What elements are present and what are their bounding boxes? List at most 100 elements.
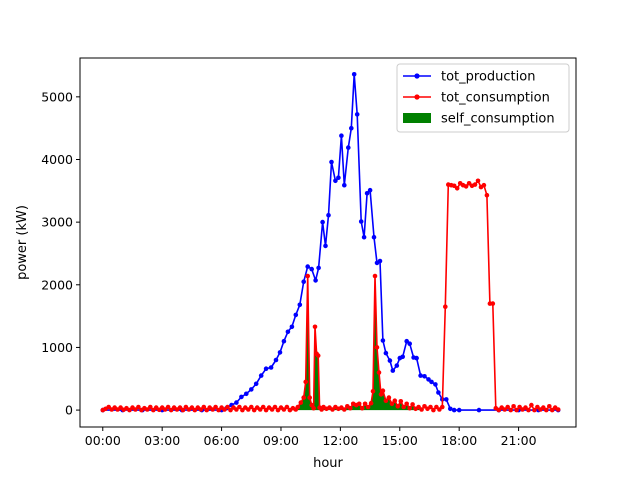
tot-consumption-point xyxy=(440,404,445,410)
tot-consumption-point xyxy=(180,407,186,413)
y-tick-label: 0 xyxy=(65,403,73,418)
tot-production-point xyxy=(349,125,354,131)
tot-production-point xyxy=(305,264,311,269)
tot-consumption-point xyxy=(376,370,382,375)
x-tick-label: 18:00 xyxy=(441,433,477,448)
tot-consumption-point xyxy=(368,400,374,406)
tot-production-point xyxy=(297,302,303,308)
legend-label-tot-production: tot_production xyxy=(441,70,535,85)
tot-consumption-point xyxy=(532,407,537,413)
tot-consumption-point xyxy=(410,402,415,407)
tot-consumption-point xyxy=(428,404,433,410)
tot-production-point xyxy=(309,266,315,272)
tot-production-point xyxy=(367,187,373,193)
tot-production-point xyxy=(429,379,434,385)
tot-consumption-point xyxy=(260,404,266,410)
tot-consumption-point xyxy=(378,392,384,397)
tot-consumption-point xyxy=(481,182,487,188)
y-tick-label: 2000 xyxy=(41,277,73,292)
tot-consumption-point xyxy=(201,404,207,410)
tot-consumption-point xyxy=(362,401,368,407)
tot-production-point xyxy=(361,234,367,240)
tot-production-point xyxy=(407,341,413,347)
x-tick-label: 03:00 xyxy=(144,433,180,448)
tot-production-point xyxy=(244,391,249,397)
x-tick-label: 12:00 xyxy=(322,433,358,448)
tot-production-point xyxy=(342,182,347,188)
tot-consumption-point xyxy=(511,404,516,409)
tot-consumption-point xyxy=(547,404,552,409)
tot-consumption-point xyxy=(225,404,230,410)
tot-consumption-point xyxy=(295,404,301,410)
tot-consumption-point xyxy=(305,273,311,279)
legend-label-tot-consumption: tot_consumption xyxy=(441,91,550,106)
tot-production-point xyxy=(400,354,406,360)
legend: tot_production tot_consumption self_consum… xyxy=(396,63,570,133)
tot-production-point xyxy=(433,382,438,387)
x-tick-label: 21:00 xyxy=(501,433,537,448)
tot-production-point xyxy=(249,387,254,392)
tot-consumption-point xyxy=(383,398,389,404)
tot-production-point xyxy=(383,350,389,356)
tot-consumption-point xyxy=(472,182,478,187)
tot-consumption-point xyxy=(443,304,448,310)
tot-consumption-point xyxy=(490,301,496,306)
y-tick-label: 3000 xyxy=(41,215,73,230)
tot-production-point xyxy=(351,72,357,77)
legend-box xyxy=(396,63,570,133)
tot-consumption-point xyxy=(555,407,561,412)
tot-consumption-point xyxy=(165,404,171,410)
tot-production-point xyxy=(263,366,269,372)
tot-production-point xyxy=(323,243,328,249)
tot-production-point xyxy=(346,145,351,150)
tot-production-point xyxy=(387,358,393,363)
tot-consumption-point xyxy=(505,404,511,410)
tot-consumption-point xyxy=(213,404,218,410)
tot-consumption-point xyxy=(136,404,141,410)
tot-consumption-point xyxy=(307,395,313,400)
tot-consumption-point xyxy=(419,407,424,412)
tot-production-point xyxy=(380,338,386,343)
tot-consumption-point xyxy=(529,402,534,408)
axes-frame xyxy=(79,57,577,428)
tot-production-point xyxy=(234,400,239,405)
tot-production-point xyxy=(444,397,449,402)
legend-marker-tot-consumption xyxy=(414,94,420,100)
tot-consumption-point xyxy=(389,401,395,407)
tot-production-point xyxy=(364,191,370,196)
tot-consumption-point xyxy=(484,192,490,198)
legend-marker-tot-production xyxy=(414,73,420,79)
tot-consumption-point xyxy=(395,404,401,409)
tot-production-point xyxy=(329,159,334,165)
tot-production-point xyxy=(285,329,291,335)
legend-swatch-self-consumption xyxy=(403,113,431,123)
tot-production-point xyxy=(390,368,396,373)
tot-consumption-point xyxy=(312,324,318,330)
tot-consumption-point xyxy=(303,379,309,385)
tot-consumption-point xyxy=(475,178,481,184)
tot-production-point xyxy=(339,133,344,138)
tot-consumption-point xyxy=(526,407,531,413)
tot-consumption-point xyxy=(544,407,549,413)
tot-production-point xyxy=(422,374,427,379)
tot-consumption-point xyxy=(315,353,321,358)
x-tick-label: 00:00 xyxy=(85,433,121,448)
y-tick-label: 5000 xyxy=(41,89,73,104)
x-tick-label: 06:00 xyxy=(204,433,240,448)
tot-production-point xyxy=(451,407,457,413)
tot-production-point xyxy=(436,390,441,395)
tot-production-point xyxy=(336,175,341,180)
tot-consumption-point xyxy=(370,389,376,394)
tot-consumption-point xyxy=(237,404,242,410)
tot-production-point xyxy=(281,338,287,344)
tot-consumption-point xyxy=(298,400,304,405)
tot-production-point xyxy=(476,407,482,413)
x-tick-label: 15:00 xyxy=(382,433,418,448)
tot-production-point xyxy=(354,112,360,117)
tot-consumption-point xyxy=(342,407,347,412)
y-tick-label: 4000 xyxy=(41,152,73,167)
tot-consumption-point xyxy=(398,399,404,404)
tot-production-point xyxy=(333,178,338,184)
tot-consumption-point xyxy=(359,405,365,411)
tot-production-point xyxy=(316,265,321,271)
